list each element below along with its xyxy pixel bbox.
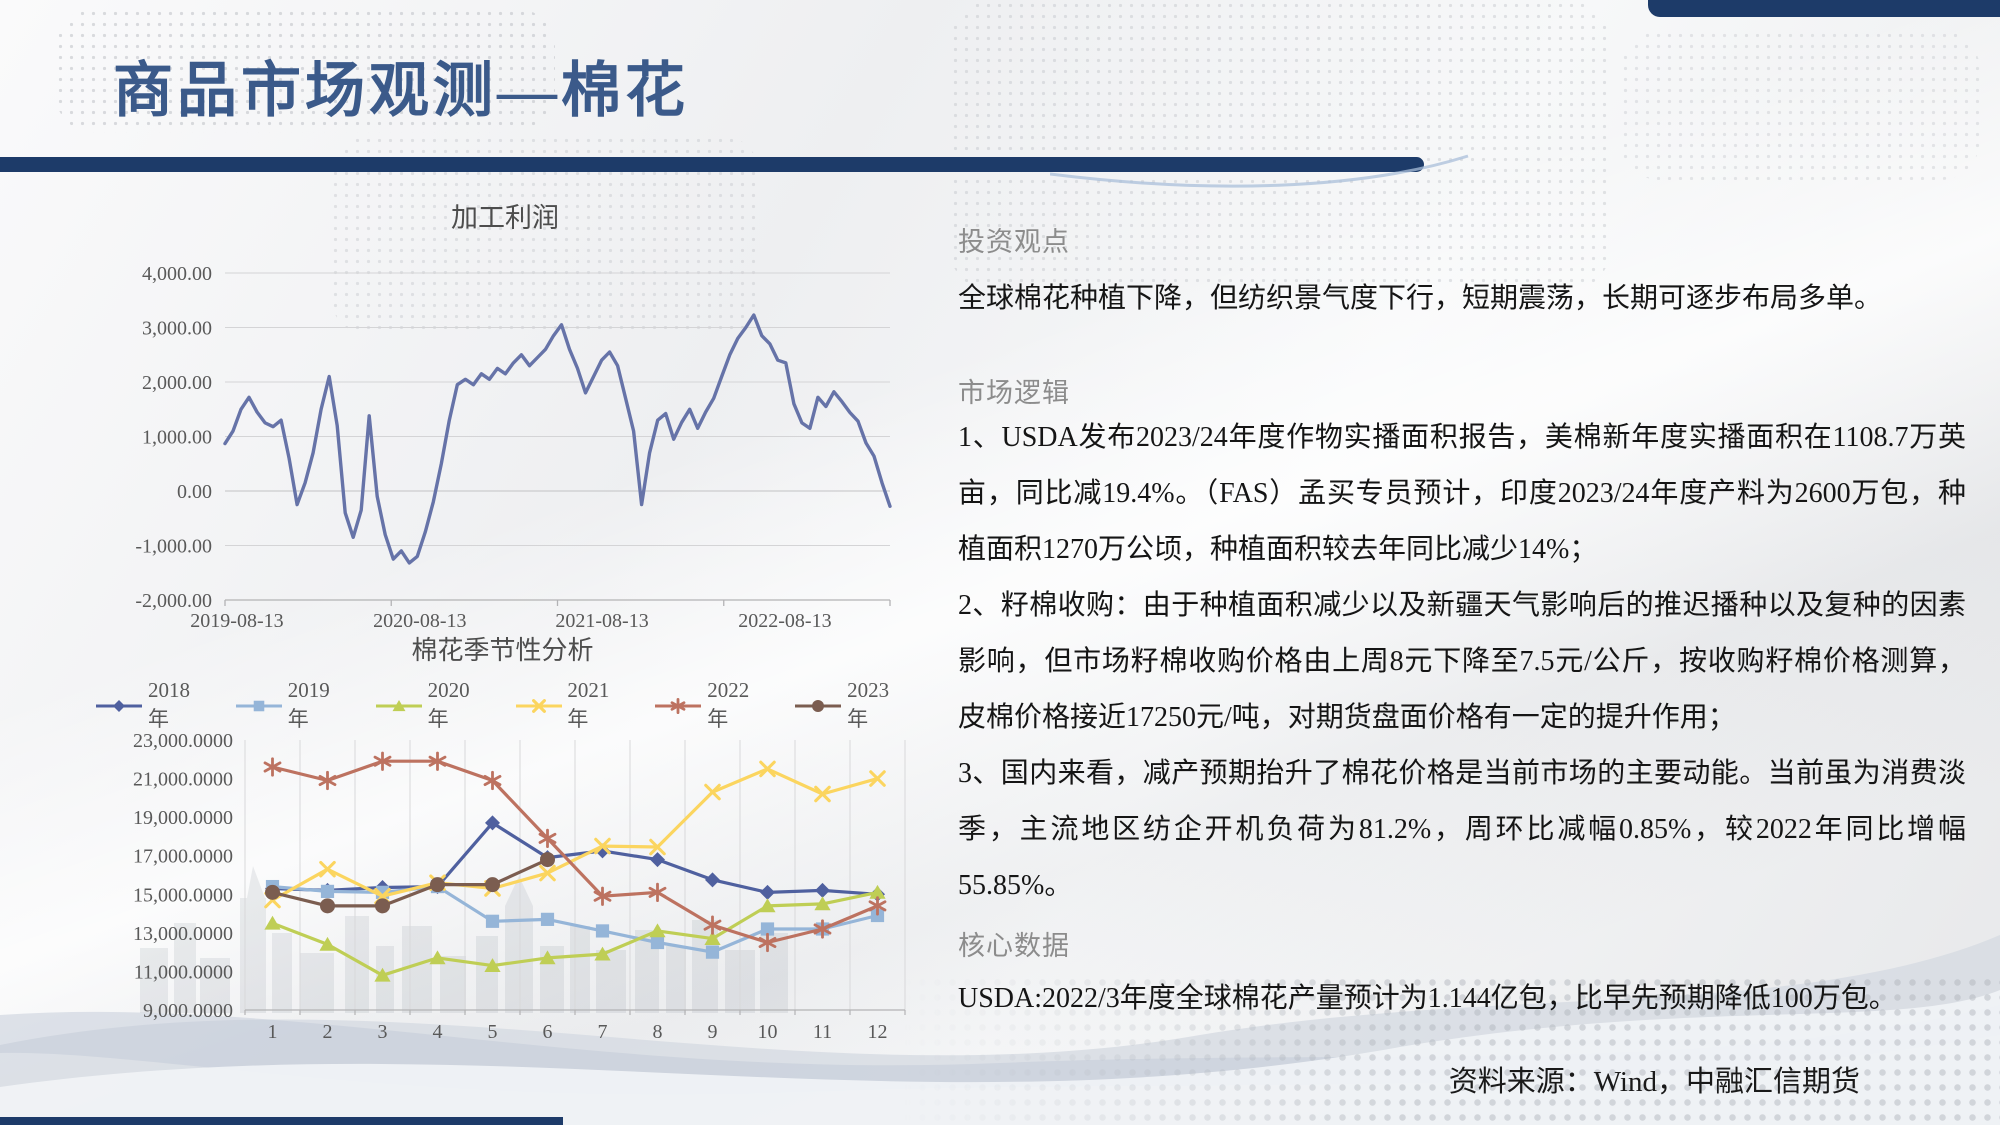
world-map-dots-decor: [55, 8, 555, 133]
logic-item-3: 3、国内来看，减产预期抬升了棉花价格是当前市场的主要动能。当前虽为消费淡季，主流…: [958, 758, 1966, 901]
top-right-bar-decor: [1648, 0, 2000, 17]
svg-text:1: 1: [268, 1021, 278, 1043]
logic-heading: 市场逻辑: [958, 378, 1070, 408]
data-source: 资料来源：Wind，中融汇信期货: [1448, 1066, 1860, 1098]
svg-text:11,000.0000: 11,000.0000: [134, 961, 233, 983]
svg-text:12: 12: [868, 1021, 888, 1043]
chart2-title: 棉花季节性分析: [411, 636, 594, 665]
logic-item-2: 2、籽棉收购：由于种植面积减少以及新疆天气影响后的推迟播种以及复种的因素影响，但…: [958, 590, 1966, 733]
skyline-watermark-decor: [140, 866, 788, 1013]
svg-text:2021-08-13: 2021-08-13: [555, 610, 648, 632]
svg-text:23,000.0000: 23,000.0000: [133, 730, 233, 752]
svg-text:5: 5: [488, 1021, 498, 1043]
legend-label: 2023年: [847, 678, 890, 731]
legend-item: 2020年: [375, 678, 491, 733]
svg-text:13,000.0000: 13,000.0000: [133, 923, 233, 945]
svg-text:0.00: 0.00: [177, 481, 212, 503]
svg-text:6: 6: [543, 1021, 553, 1043]
core-data-body: USDA:2022/3年度全球棉花产量预计为1.144亿包，比早先预期降低100…: [958, 983, 1897, 1014]
legend-label: 2020年: [427, 678, 470, 731]
viewpoint-heading: 投资观点: [958, 227, 1070, 257]
svg-text:9,000.0000: 9,000.0000: [143, 1000, 233, 1022]
square-marker-icon: [235, 700, 282, 711]
processing-profit-chart: 4,000.00 3,000.00 2,000.00 1,000.00 0.00 -1,0…: [135, 263, 892, 632]
page-title: 商品市场观测—棉花: [113, 58, 689, 124]
svg-text:21,000.0000: 21,000.0000: [133, 769, 233, 791]
svg-text:9: 9: [708, 1021, 718, 1043]
legend-item: 2018年: [95, 678, 211, 733]
svg-text:3,000.00: 3,000.00: [142, 318, 212, 340]
triangle-marker-icon: [375, 699, 422, 711]
x-marker-icon: [515, 698, 562, 713]
legend-item: 2023年: [794, 678, 910, 733]
world-map-dots-decor: [950, 0, 1610, 290]
svg-text:8: 8: [653, 1021, 663, 1043]
svg-text:-2,000.00: -2,000.00: [135, 590, 212, 612]
svg-text:15,000.0000: 15,000.0000: [133, 884, 233, 906]
core-data-heading: 核心数据: [958, 931, 1070, 961]
svg-text:10: 10: [758, 1021, 778, 1043]
svg-text:2022-08-13: 2022-08-13: [738, 610, 831, 632]
legend-label: 2019年: [287, 678, 330, 731]
svg-text:2: 2: [323, 1021, 333, 1043]
title-underline-bar: [0, 157, 1424, 172]
legend-label: 2021年: [567, 678, 610, 731]
world-map-dots-decor: [1620, 30, 1980, 180]
legend-item: 2021年: [515, 678, 631, 733]
chart2-legend: 2018年 2019年 2020年 2021年 2022年 2023年: [95, 678, 910, 733]
svg-text:2020-08-13: 2020-08-13: [373, 610, 466, 632]
seasonality-chart: 23,000.000021,000.000019,000.000017,000.…: [133, 730, 906, 1043]
logic-item-1: 1、USDA发布2023/24年度作物实播面积报告，美棉新年度实播面积在1108…: [958, 422, 1966, 565]
legend-item: 2019年: [235, 678, 351, 733]
legend-item: 2022年: [654, 678, 770, 733]
svg-text:19,000.0000: 19,000.0000: [133, 807, 233, 829]
svg-text:7: 7: [598, 1021, 608, 1043]
bottom-left-bar-decor: [0, 1117, 563, 1125]
svg-text:4: 4: [433, 1021, 443, 1043]
viewpoint-body: 全球棉花种植下降，但纺织景气度下行，短期震荡，长期可逐步布局多单。: [958, 283, 1883, 314]
halftone-dots-decor: [900, 975, 2000, 1125]
svg-text:4,000.00: 4,000.00: [142, 263, 212, 285]
analysis-column: 投资观点 全球棉花种植下降，但纺织景气度下行，短期震荡，长期可逐步布局多单。 市…: [958, 220, 1966, 1027]
asterisk-marker-icon: [655, 697, 702, 714]
bottom-swoosh-decor: [0, 935, 2000, 1125]
svg-text:2,000.00: 2,000.00: [142, 372, 212, 394]
svg-text:17,000.0000: 17,000.0000: [133, 846, 233, 868]
svg-text:-1,000.00: -1,000.00: [135, 536, 212, 558]
legend-label: 2018年: [147, 678, 190, 731]
title-bar-arc-decor: [1050, 154, 1469, 188]
svg-text:1,000.00: 1,000.00: [142, 427, 212, 449]
svg-text:11: 11: [813, 1021, 832, 1043]
svg-text:3: 3: [378, 1021, 388, 1043]
chart1-title: 加工利润: [451, 203, 559, 233]
diamond-marker-icon: [96, 699, 143, 712]
svg-text:2019-08-13: 2019-08-13: [190, 610, 283, 632]
legend-label: 2022年: [707, 678, 750, 731]
circle-marker-icon: [795, 699, 842, 712]
